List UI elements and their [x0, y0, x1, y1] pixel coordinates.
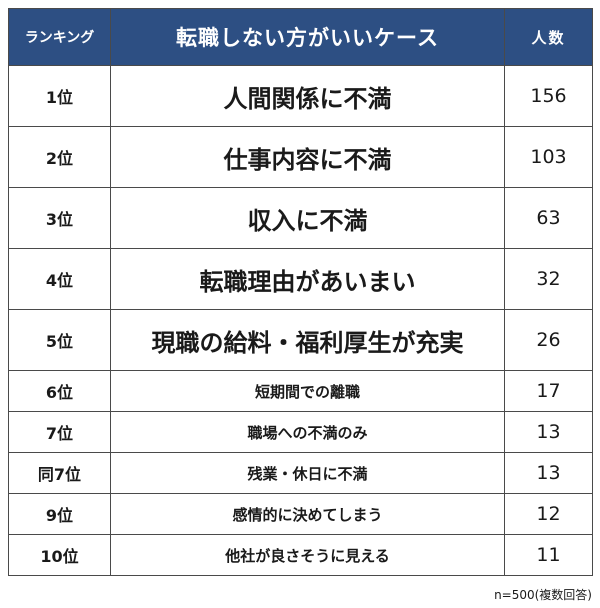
case-cell: 現職の給料・福利厚生が充実 [110, 309, 505, 371]
table-row: 10位 他社が良さそうに見える 11 [8, 534, 593, 576]
sample-size-note: n=500(複数回答) [494, 588, 592, 602]
rank-cell: 6位 [8, 370, 111, 412]
table-row: 3位 収入に不満 63 [8, 187, 593, 249]
rank-cell: 10位 [8, 534, 111, 576]
count-cell: 103 [504, 126, 593, 188]
header-case: 転職しない方がいいケース [110, 8, 505, 66]
table-row: 6位 短期間での離職 17 [8, 370, 593, 412]
table-row: 4位 転職理由があいまい 32 [8, 248, 593, 310]
header-count: 人数 [504, 8, 593, 66]
rank-cell: 3位 [8, 187, 111, 249]
count-cell: 32 [504, 248, 593, 310]
case-cell: 仕事内容に不満 [110, 126, 505, 188]
case-cell: 感情的に決めてしまう [110, 493, 505, 535]
case-cell: 職場への不満のみ [110, 411, 505, 453]
case-cell: 人間関係に不満 [110, 65, 505, 127]
case-cell: 他社が良さそうに見える [110, 534, 505, 576]
count-cell: 12 [504, 493, 593, 535]
rank-cell: 5位 [8, 309, 111, 371]
rank-cell: 同7位 [8, 452, 111, 494]
rank-cell: 4位 [8, 248, 111, 310]
case-cell: 残業・休日に不満 [110, 452, 505, 494]
header-row: ランキング 転職しない方がいいケース 人数 [8, 8, 593, 66]
count-cell: 17 [504, 370, 593, 412]
count-cell: 156 [504, 65, 593, 127]
rank-cell: 1位 [8, 65, 111, 127]
table-row: 5位 現職の給料・福利厚生が充実 26 [8, 309, 593, 371]
table-row: 2位 仕事内容に不満 103 [8, 126, 593, 188]
table-row: 9位 感情的に決めてしまう 12 [8, 493, 593, 535]
count-cell: 11 [504, 534, 593, 576]
header-rank: ランキング [8, 8, 111, 66]
count-cell: 13 [504, 411, 593, 453]
ranking-table: ランキング 転職しない方がいいケース 人数 1位 人間関係に不満 156 2位 … [8, 8, 593, 576]
case-cell: 短期間での離職 [110, 370, 505, 412]
rank-cell: 7位 [8, 411, 111, 453]
count-cell: 26 [504, 309, 593, 371]
case-cell: 収入に不満 [110, 187, 505, 249]
table-row: 1位 人間関係に不満 156 [8, 65, 593, 127]
rank-cell: 9位 [8, 493, 111, 535]
table-row: 7位 職場への不満のみ 13 [8, 411, 593, 453]
count-cell: 13 [504, 452, 593, 494]
table-row: 同7位 残業・休日に不満 13 [8, 452, 593, 494]
case-cell: 転職理由があいまい [110, 248, 505, 310]
count-cell: 63 [504, 187, 593, 249]
rank-cell: 2位 [8, 126, 111, 188]
